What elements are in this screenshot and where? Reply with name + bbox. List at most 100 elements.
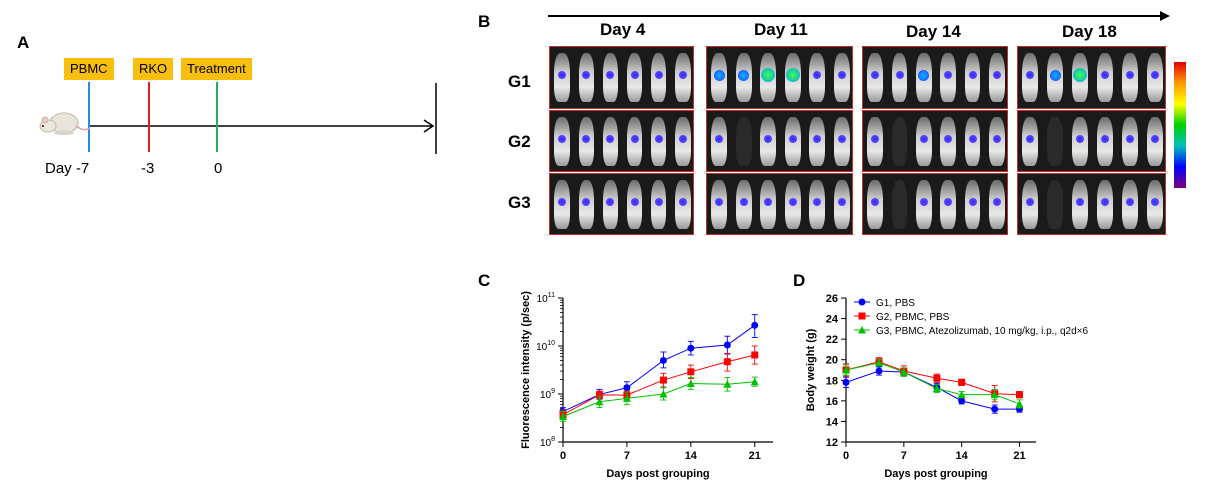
- y-tick-label: 1011: [537, 292, 555, 305]
- bli-image-block: [862, 46, 1008, 109]
- data-point: [858, 326, 866, 334]
- luminescence-spot: [739, 197, 748, 206]
- data-point: [595, 397, 604, 406]
- day-minus7-label: Day -7: [45, 160, 90, 177]
- data-point: [687, 344, 695, 352]
- luminescence-spot: [968, 71, 977, 80]
- day-4-label: Day 4: [600, 20, 646, 39]
- bli-image-block: [549, 110, 694, 172]
- legend-label: G2, PBMC, PBS: [876, 312, 950, 323]
- day-minus3-label: -3: [141, 160, 155, 177]
- luminescence-spot: [582, 134, 591, 143]
- bli-image-block: [862, 173, 1008, 235]
- x-tick-label: 21: [749, 450, 761, 462]
- luminescence-spot: [1026, 134, 1035, 143]
- data-point: [659, 390, 668, 398]
- y-tick-label: 26: [826, 293, 838, 305]
- luminescence-spot: [630, 134, 639, 143]
- data-point: [559, 412, 567, 420]
- data-point: [687, 368, 695, 376]
- data-point: [875, 367, 883, 375]
- luminescence-spot: [871, 71, 880, 80]
- data-point: [596, 391, 604, 399]
- luminescence-spot: [968, 197, 977, 206]
- luminescence-spot: [919, 197, 928, 206]
- luminescence-spot: [764, 197, 773, 206]
- luminescence-spot: [992, 134, 1001, 143]
- mouse-image: [891, 180, 908, 229]
- luminescence-spot: [788, 134, 797, 143]
- luminescence-spot: [715, 197, 724, 206]
- luminescence-spot: [1076, 134, 1085, 143]
- luminescence-spot: [582, 71, 591, 80]
- panel-b-letter: B: [478, 12, 491, 31]
- luminescence-spot: [944, 134, 953, 143]
- luminescence-spot: [606, 197, 615, 206]
- bli-image-block: [1017, 110, 1166, 172]
- group-g3-label: G3: [508, 193, 531, 212]
- luminescence-spot: [788, 197, 797, 206]
- bli-image-block: [706, 110, 853, 172]
- luminescence-spot: [1150, 197, 1159, 206]
- series-line: [845, 370, 1020, 410]
- mouse-image: [891, 117, 908, 166]
- data-point: [750, 377, 759, 386]
- luminescence-spot: [871, 197, 880, 206]
- luminescence-spot: [715, 134, 724, 143]
- luminescence-spot: [944, 71, 953, 80]
- luminescence-spot: [813, 197, 822, 206]
- data-point: [751, 351, 759, 359]
- luminescence-spot: [1100, 134, 1109, 143]
- luminescence-spot: [785, 68, 800, 83]
- mouse-image: [1047, 180, 1064, 229]
- bli-image-block: [706, 46, 853, 109]
- rko-tag: RKO: [133, 58, 174, 80]
- data-point: [1015, 399, 1024, 408]
- luminescence-spot: [871, 134, 880, 143]
- data-point: [1015, 391, 1023, 399]
- luminescence-spot: [738, 69, 750, 81]
- panel-c-letter: C: [478, 271, 491, 290]
- luminescence-spot: [761, 68, 776, 83]
- data-point: [933, 374, 941, 382]
- luminescence-spot: [1100, 71, 1109, 80]
- luminescence-spot: [992, 197, 1001, 206]
- data-point: [991, 405, 999, 413]
- luminescence-spot: [606, 134, 615, 143]
- fluorescence-chart: 108 109 1010 1011 0 7 14 21 Days post grouping Fl…: [520, 291, 773, 480]
- time-arrow: [548, 11, 1170, 21]
- data-point: [957, 390, 966, 399]
- luminescence-spot: [968, 134, 977, 143]
- luminescence-spot: [654, 71, 663, 80]
- data-point: [723, 380, 732, 388]
- legend-label: G3, PBMC, Atezolizumab, 10 mg/kg, i.p., …: [876, 326, 1088, 337]
- data-point: [842, 366, 850, 374]
- body-weight-chart: 12 14 16 18 20 22 24 26 0 7 14 21 Days post grouping…: [805, 293, 1088, 480]
- y-tick-label: 14: [826, 416, 839, 428]
- luminescence-spot: [1150, 71, 1159, 80]
- x-axis-label: Days post grouping: [606, 468, 709, 480]
- timeline: [39, 82, 437, 154]
- luminescence-spot: [895, 71, 904, 80]
- luminescence-spot: [1125, 197, 1134, 206]
- luminescence-spot: [918, 69, 930, 81]
- day-14-label: Day 14: [906, 22, 961, 41]
- y-tick-label: 109: [540, 388, 555, 401]
- bli-image-block: [862, 110, 1008, 172]
- data-point: [622, 394, 631, 402]
- luminescence-spot: [678, 197, 687, 206]
- mouse-icon: [39, 112, 91, 135]
- data-point: [858, 298, 866, 306]
- treatment-tag: Treatment: [181, 58, 252, 80]
- group-g2-label: G2: [508, 132, 531, 151]
- panel-a-letter: A: [17, 33, 30, 52]
- data-point: [723, 341, 731, 349]
- x-tick-label: 0: [560, 450, 566, 462]
- day-0-label: 0: [214, 160, 223, 177]
- y-tick-label: 1010: [536, 340, 555, 353]
- luminescence-spot: [813, 71, 822, 80]
- luminescence-spot: [606, 71, 615, 80]
- y-tick-label: 108: [540, 436, 555, 449]
- data-point: [751, 321, 759, 329]
- data-point: [958, 378, 966, 386]
